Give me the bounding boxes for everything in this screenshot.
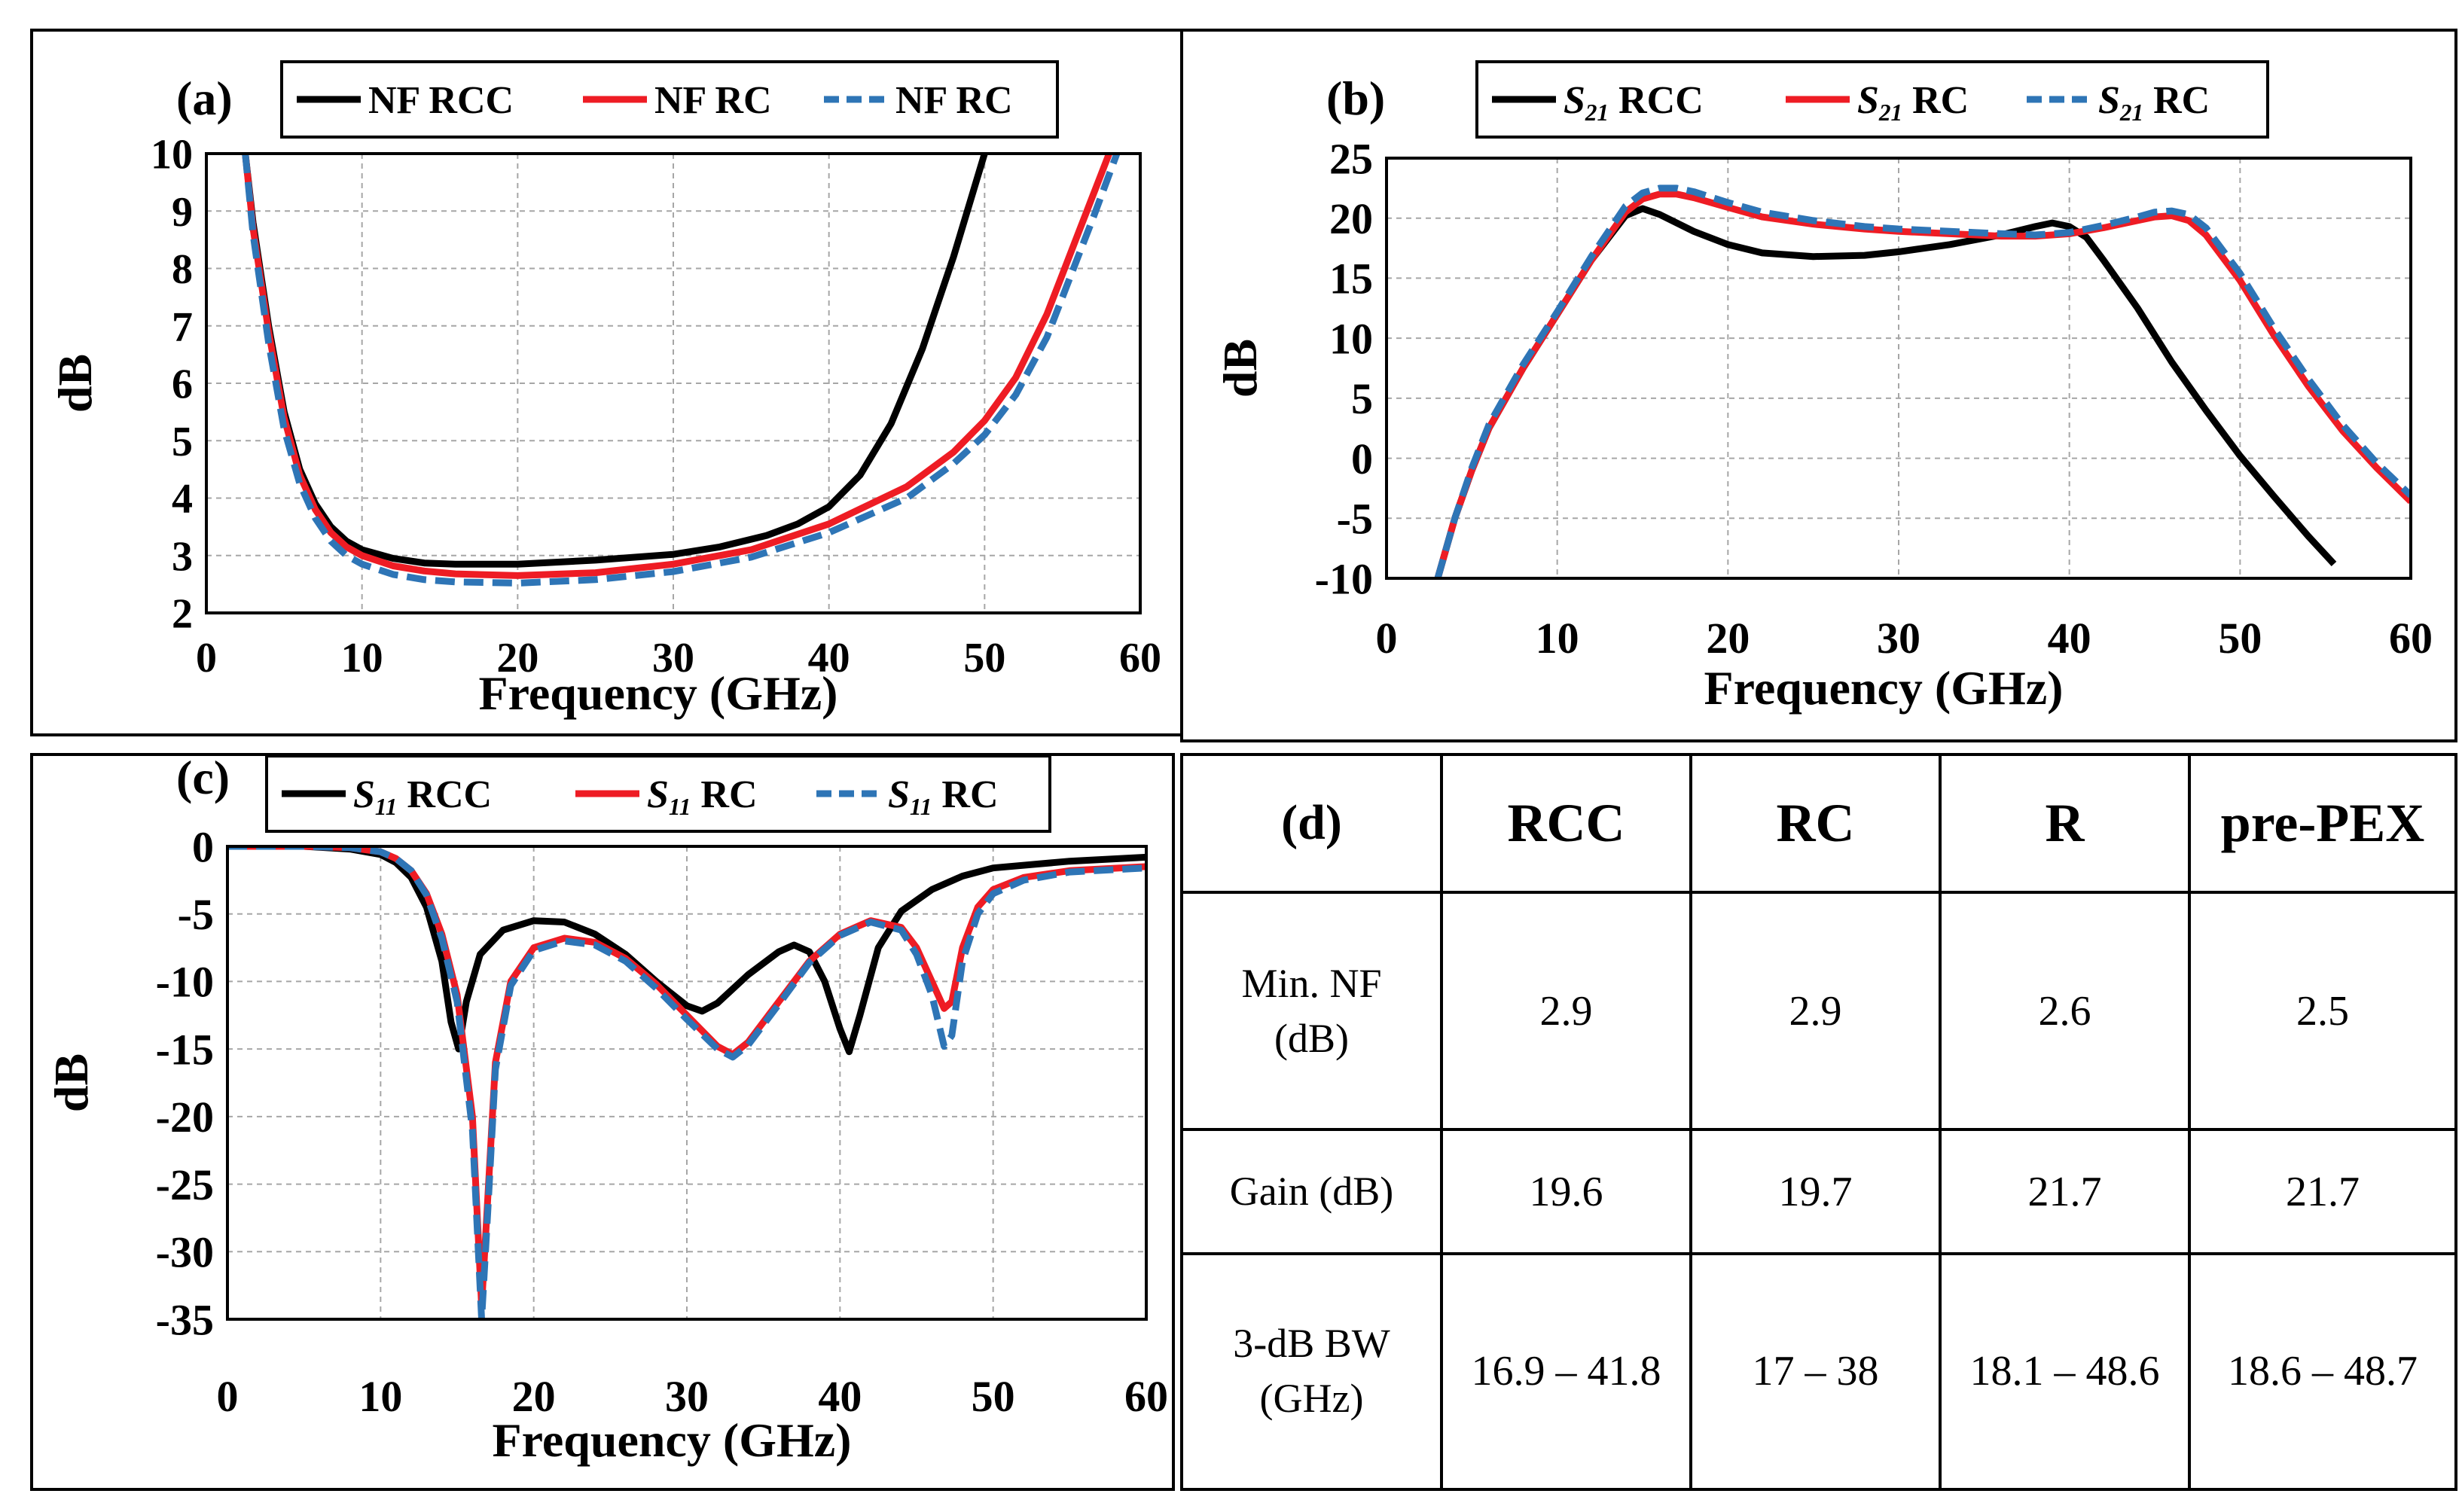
column-header-r: R xyxy=(1940,756,2189,892)
row-label-line1: Min. NF xyxy=(1184,956,1439,1011)
x-tick-label: 10 xyxy=(1536,614,1579,663)
table-cell: 2.9 xyxy=(1691,892,1940,1130)
legend-label: NF RCC xyxy=(368,79,514,122)
y-tick-label: 4 xyxy=(172,476,193,523)
table-cell: 2.9 xyxy=(1442,892,1691,1130)
panel-tag: (b) xyxy=(1326,72,1385,125)
legend-label: NF RC xyxy=(654,79,772,122)
table-cell: 16.9 – 41.8 xyxy=(1442,1254,1691,1488)
summary-table: (d) RCC RC R pre-PEX Min. NF (dB) 2.9 2.… xyxy=(1183,756,2454,1488)
series-line-1 xyxy=(246,154,1109,575)
y-tick-label: 5 xyxy=(172,419,193,465)
legend-label: S11 RC xyxy=(647,773,758,820)
table-cell: 21.7 xyxy=(2189,1129,2454,1253)
legend-label: S11 RCC xyxy=(353,773,492,820)
y-tick-label: 5 xyxy=(1351,374,1373,423)
y-tick-label: -30 xyxy=(156,1228,214,1277)
x-tick-label: 0 xyxy=(217,1372,239,1421)
row-label-bandwidth: 3-dB BW (GHz) xyxy=(1183,1254,1442,1488)
x-tick-label: 0 xyxy=(196,635,217,681)
chart-a-svg: 0 10 20 30 40 50 60 2 3 4 5 6 7 8 9 10 Frequency (GHz) dB… xyxy=(33,32,1182,733)
panel-b-s21-chart: 0 10 20 30 40 50 60 -10 -5 0 5 10 15 20 25 Frequency (G… xyxy=(1180,29,2457,742)
row-label-line2: (GHz) xyxy=(1184,1371,1439,1426)
series-line-0 xyxy=(1438,209,2334,578)
y-tick-label: -10 xyxy=(156,958,214,1007)
table-cell: 19.6 xyxy=(1442,1129,1691,1253)
y-tick-label: 25 xyxy=(1329,134,1373,183)
series-line-1 xyxy=(1438,194,2411,578)
y-tick-label: 0 xyxy=(192,822,214,871)
x-tick-label: 50 xyxy=(972,1372,1015,1421)
x-tick-label: 0 xyxy=(1376,614,1398,663)
y-tick-label: 8 xyxy=(172,246,193,293)
y-tick-label: 10 xyxy=(151,132,193,178)
x-axis-label: Frequency (GHz) xyxy=(479,666,838,720)
y-axis-label: dB xyxy=(48,354,102,413)
y-tick-label: 15 xyxy=(1329,255,1373,303)
series-line-2 xyxy=(246,154,1117,583)
x-tick-label: 30 xyxy=(1877,614,1920,663)
y-axis-label: dB xyxy=(1213,339,1267,398)
chart-b-svg: 0 10 20 30 40 50 60 -10 -5 0 5 10 15 20 25 Frequency (G… xyxy=(1183,32,2454,739)
y-tick-label: 7 xyxy=(172,303,193,350)
x-tick-label: 50 xyxy=(963,635,1005,681)
row-label-line1: 3-dB BW xyxy=(1184,1316,1439,1371)
y-tick-label: -25 xyxy=(156,1160,214,1209)
legend-label: S21 RCC xyxy=(1564,79,1704,126)
y-tick-label: 0 xyxy=(1351,434,1373,483)
row-label-line1: Gain (dB) xyxy=(1184,1164,1439,1219)
x-tick-label: 50 xyxy=(2218,614,2262,663)
y-tick-label: 20 xyxy=(1329,194,1373,243)
y-tick-label: -20 xyxy=(156,1093,214,1142)
table-cell: 19.7 xyxy=(1691,1129,1940,1253)
y-tick-label: -35 xyxy=(156,1295,214,1344)
y-tick-label: 10 xyxy=(1329,314,1373,363)
panel-d-summary-table: (d) RCC RC R pre-PEX Min. NF (dB) 2.9 2.… xyxy=(1180,753,2457,1491)
x-tick-label: 60 xyxy=(1119,635,1161,681)
panel-a-nf-chart: 0 10 20 30 40 50 60 2 3 4 5 6 7 8 9 10 Frequency (GHz) dB… xyxy=(30,29,1185,736)
panel-c-s11-chart: 0 10 20 30 40 50 60 -35 -30 -25 -20 -15 -10 -5 0 Freque… xyxy=(30,753,1175,1491)
y-tick-label: -5 xyxy=(178,890,214,939)
x-tick-label: 10 xyxy=(358,1372,402,1421)
x-tick-label: 20 xyxy=(1706,614,1750,663)
column-header-rc: RC xyxy=(1691,756,1940,892)
panel-tag: (c) xyxy=(176,751,230,804)
y-tick-label: -15 xyxy=(156,1025,214,1074)
column-header-rcc: RCC xyxy=(1442,756,1691,892)
row-label-gain: Gain (dB) xyxy=(1183,1129,1442,1253)
x-tick-label: 40 xyxy=(2048,614,2091,663)
y-tick-label: 6 xyxy=(172,361,193,408)
panel-tag: (a) xyxy=(176,72,233,125)
table-cell: 17 – 38 xyxy=(1691,1254,1940,1488)
table-header-row: (d) RCC RC R pre-PEX xyxy=(1183,756,2454,892)
legend-label: S11 RC xyxy=(888,773,999,820)
table-panel-tag: (d) xyxy=(1183,756,1442,892)
y-tick-label: -5 xyxy=(1337,495,1373,544)
y-tick-label: 3 xyxy=(172,533,193,580)
legend-label: NF RC xyxy=(895,79,1013,122)
x-tick-label: 10 xyxy=(341,635,383,681)
row-label-line2: (dB) xyxy=(1184,1011,1439,1066)
table-cell: 18.6 – 48.7 xyxy=(2189,1254,2454,1488)
y-axis-label: dB xyxy=(44,1053,98,1112)
chart-c-svg: 0 10 20 30 40 50 60 -35 -30 -25 -20 -15 -10 -5 0 Freque… xyxy=(33,756,1172,1488)
table-row-bandwidth: 3-dB BW (GHz) 16.9 – 41.8 17 – 38 18.1 –… xyxy=(1183,1254,2454,1488)
row-label-min-nf: Min. NF (dB) xyxy=(1183,892,1442,1130)
x-tick-label: 60 xyxy=(2389,614,2433,663)
legend-label: S21 RC xyxy=(2098,79,2210,126)
y-tick-label: 2 xyxy=(172,591,193,638)
table-row-min-nf: Min. NF (dB) 2.9 2.9 2.6 2.5 xyxy=(1183,892,2454,1130)
table-row-gain: Gain (dB) 19.6 19.7 21.7 21.7 xyxy=(1183,1129,2454,1253)
y-tick-label: 9 xyxy=(172,189,193,236)
y-tick-label: -10 xyxy=(1315,554,1373,603)
x-axis-label: Frequency (GHz) xyxy=(493,1413,852,1467)
legend-label: S21 RC xyxy=(1857,79,1969,126)
column-header-pre-pex: pre-PEX xyxy=(2189,756,2454,892)
table-cell: 21.7 xyxy=(1940,1129,2189,1253)
table-cell: 2.6 xyxy=(1940,892,2189,1130)
x-tick-label: 60 xyxy=(1124,1372,1168,1421)
table-cell: 2.5 xyxy=(2189,892,2454,1130)
table-cell: 18.1 – 48.6 xyxy=(1940,1254,2189,1488)
x-axis-label: Frequency (GHz) xyxy=(1704,661,2064,715)
